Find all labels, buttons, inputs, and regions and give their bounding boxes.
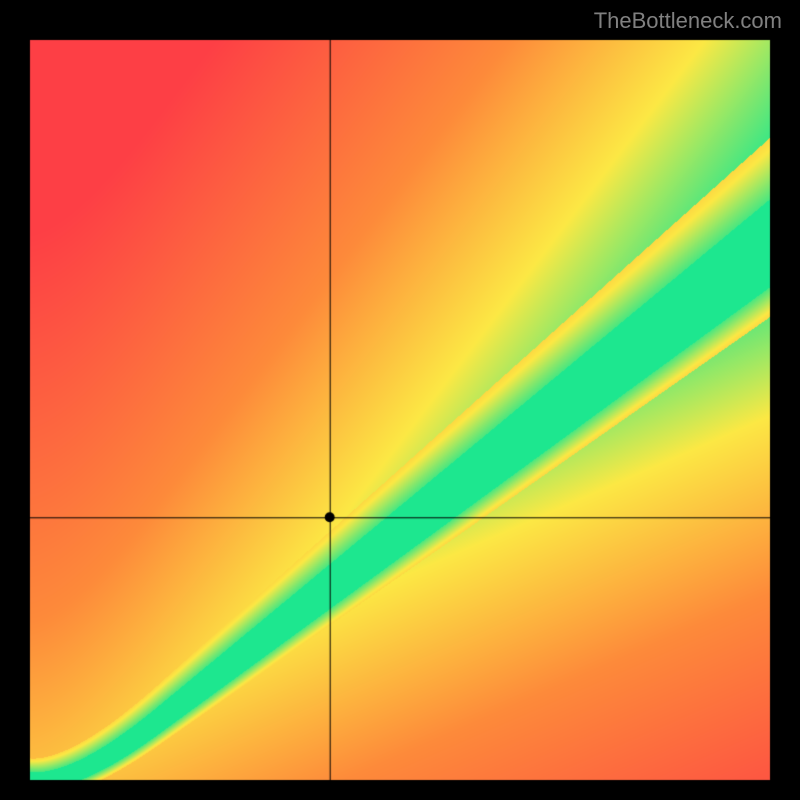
bottleneck-heatmap	[0, 0, 800, 800]
chart-container: TheBottleneck.com	[0, 0, 800, 800]
watermark-text: TheBottleneck.com	[594, 8, 782, 34]
